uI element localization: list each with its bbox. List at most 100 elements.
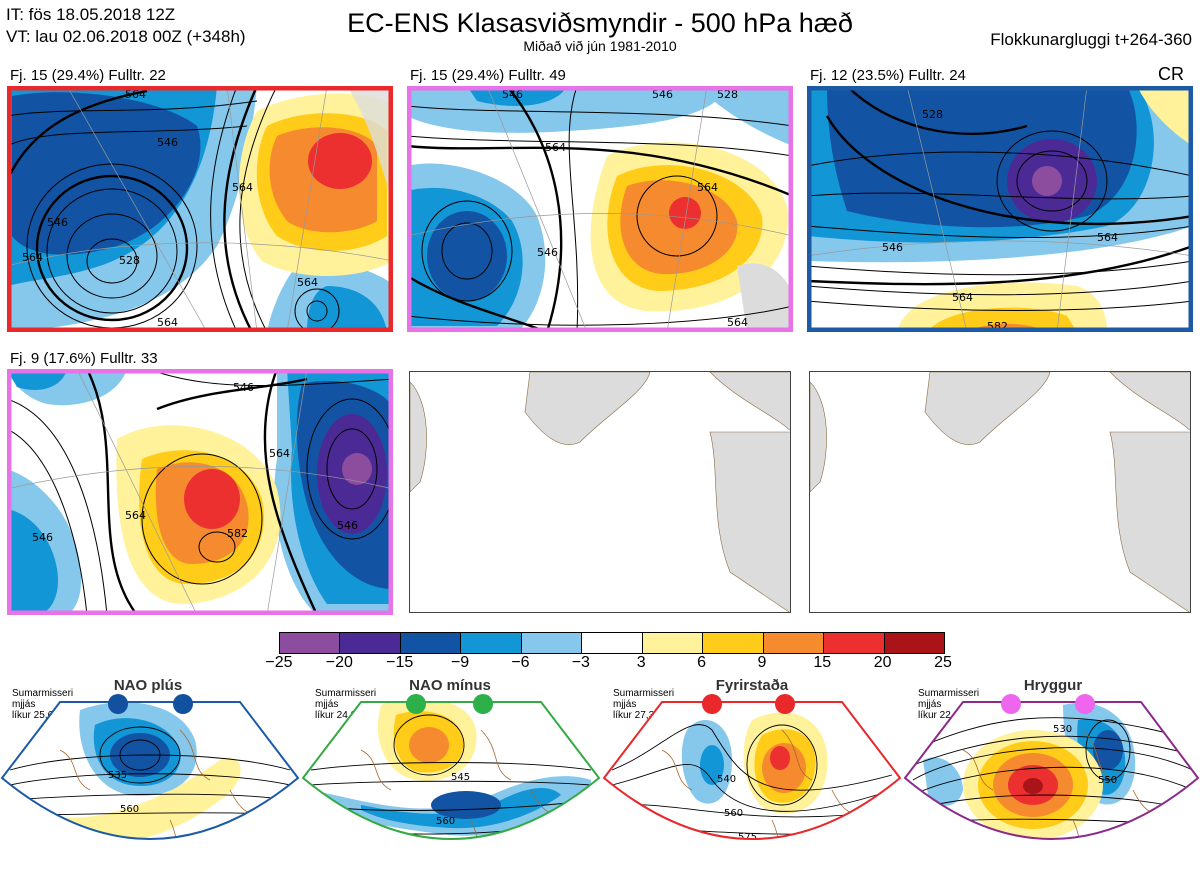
colorbar-swatch xyxy=(521,633,583,653)
page-title: EC-ENS Klasasviðsmyndir - 500 hPa hæð xyxy=(347,8,853,38)
regime-dot xyxy=(1075,694,1095,714)
regime-dot xyxy=(1001,694,1021,714)
regime-border xyxy=(903,701,1200,840)
panel-2-label: Fj. 15 (29.4%) Fulltr. 49 xyxy=(410,67,566,84)
colorbar-swatch xyxy=(824,633,885,653)
regime-info-blocking: Sumarmisseri mjjás líkur 27,3% xyxy=(613,688,675,721)
contour-label: 564 xyxy=(545,141,566,154)
regime-dot xyxy=(406,694,426,714)
contour-label: 575 xyxy=(738,832,757,843)
contour-label: 546 xyxy=(882,241,903,254)
colorbar-swatch xyxy=(400,633,462,653)
panel-3-border xyxy=(807,86,1193,332)
cluster-map-2: 546 546 528 564 546 564 564 xyxy=(407,86,793,332)
contour-label: 546 xyxy=(337,519,358,532)
colorbar-swatch xyxy=(763,633,825,653)
colorbar-tick-label: −9 xyxy=(450,654,470,671)
colorbar-tick-label: −20 xyxy=(325,654,353,671)
valid-time: VT: lau 02.06.2018 00Z (+348h) xyxy=(6,27,246,46)
panel-1-border xyxy=(7,86,393,332)
colorbar-tick-label: 3 xyxy=(636,654,646,671)
colorbar-ticks: −25 −20 −15 −9 −6 −3 3 6 9 15 20 25 xyxy=(265,654,951,674)
colorbar-tick-label: −6 xyxy=(511,654,530,671)
cluster-map-3: 528 546 564 564 582 xyxy=(807,86,1193,332)
init-time: IT: fös 18.05.2018 12Z xyxy=(6,5,176,24)
colorbar xyxy=(279,632,945,654)
panel-3-label: Fj. 12 (23.5%) Fulltr. 24 xyxy=(810,67,966,84)
contour-label: 564 xyxy=(727,316,748,329)
contour-label: 546 xyxy=(537,246,558,259)
regime-border xyxy=(301,701,601,840)
colorbar-swatch xyxy=(340,633,401,653)
colorbar-swatch xyxy=(642,633,704,653)
colorbar-swatch xyxy=(884,633,944,653)
cluster-map-4: 546 564 564 582 546 546 xyxy=(7,369,393,615)
colorbar-tick-label: −3 xyxy=(571,654,590,671)
regime-title-ridge: Hryggur xyxy=(1023,677,1083,694)
corner-tag: CR xyxy=(1158,64,1184,84)
contour-label: 560 xyxy=(436,816,455,827)
colorbar-swatch xyxy=(461,633,522,653)
colorbar-tick-label: −25 xyxy=(265,654,293,671)
cluster-map-1: 564 546 546 564 528 564 564 564 xyxy=(7,86,393,332)
regime-dot xyxy=(108,694,128,714)
contour-label: 528 xyxy=(922,108,943,121)
contour-label: 550 xyxy=(1098,775,1117,786)
contour-label: 528 xyxy=(717,88,738,101)
panel-2-border xyxy=(407,86,793,332)
contour-label: 560 xyxy=(724,808,743,819)
contour-label: 564 xyxy=(125,509,146,522)
regime-title-nao-minus: NAO mínus xyxy=(409,677,491,694)
regime-title-nao-plus: NAO plús xyxy=(113,677,183,694)
colorbar-tick-label: 20 xyxy=(873,654,892,671)
contour-label: 582 xyxy=(227,527,248,540)
regime-dot xyxy=(775,694,795,714)
panel-1-label: Fj. 15 (29.4%) Fulltr. 22 xyxy=(10,67,166,84)
colorbar-tick-label: 6 xyxy=(697,654,706,671)
regime-border xyxy=(602,701,902,840)
classification-window: Flokkunargluggi t+264-360 xyxy=(990,30,1192,49)
contour-label: 564 xyxy=(269,447,290,460)
contour-label: 546 xyxy=(47,216,68,229)
regime-map-nao-minus: 545 560 575 xyxy=(301,690,601,871)
empty-map-5 xyxy=(409,371,791,613)
contour-label: 546 xyxy=(652,88,673,101)
colorbar-swatch xyxy=(703,633,764,653)
contour-label: 575 xyxy=(1093,839,1112,850)
contour-label: 535 xyxy=(108,770,127,781)
panel-4-label: Fj. 9 (17.6%) Fulltr. 33 xyxy=(10,350,158,367)
contour-label: 564 xyxy=(157,316,178,329)
colorbar-swatch xyxy=(582,633,643,653)
contour-label: 564 xyxy=(952,291,973,304)
colorbar-swatch xyxy=(280,633,341,653)
regime-border xyxy=(0,701,300,840)
contour-label: 530 xyxy=(1053,724,1072,735)
contour-label: 564 xyxy=(22,251,43,264)
contour-label: 545 xyxy=(451,772,470,783)
contour-label: 560 xyxy=(120,804,139,815)
empty-map-6 xyxy=(809,371,1191,613)
contour-label: 546 xyxy=(502,88,523,101)
colorbar-tick-label: 25 xyxy=(934,654,952,671)
contour-label: 564 xyxy=(232,181,253,194)
colorbar-tick-label: 9 xyxy=(757,654,767,671)
regime-dot xyxy=(173,694,193,714)
regime-map-blocking: 540 560 575 xyxy=(602,690,902,871)
contour-label: 575 xyxy=(446,851,465,862)
contour-label: 546 xyxy=(32,531,53,544)
contour-label: 564 xyxy=(297,276,318,289)
contour-label: 564 xyxy=(1097,231,1118,244)
regime-title-blocking: Fyrirstaða xyxy=(715,677,789,694)
regime-info-nao-plus: Sumarmisseri mjjás líkur 25,6% xyxy=(12,688,74,721)
page-subtitle: Miðað við jún 1981-2010 xyxy=(523,38,677,54)
header-info: IT: fös 18.05.2018 12Z VT: lau 02.06.201… xyxy=(6,4,246,48)
contour-label: 564 xyxy=(697,181,718,194)
colorbar-tick-label: −15 xyxy=(386,654,414,671)
contour-label: 540 xyxy=(717,774,736,785)
contour-label: 528 xyxy=(119,254,140,267)
regime-dot xyxy=(473,694,493,714)
contour-label: 546 xyxy=(233,381,254,394)
regime-map-nao-plus: 535 560 xyxy=(0,690,300,871)
regime-dot xyxy=(702,694,722,714)
contour-label: 546 xyxy=(157,136,178,149)
